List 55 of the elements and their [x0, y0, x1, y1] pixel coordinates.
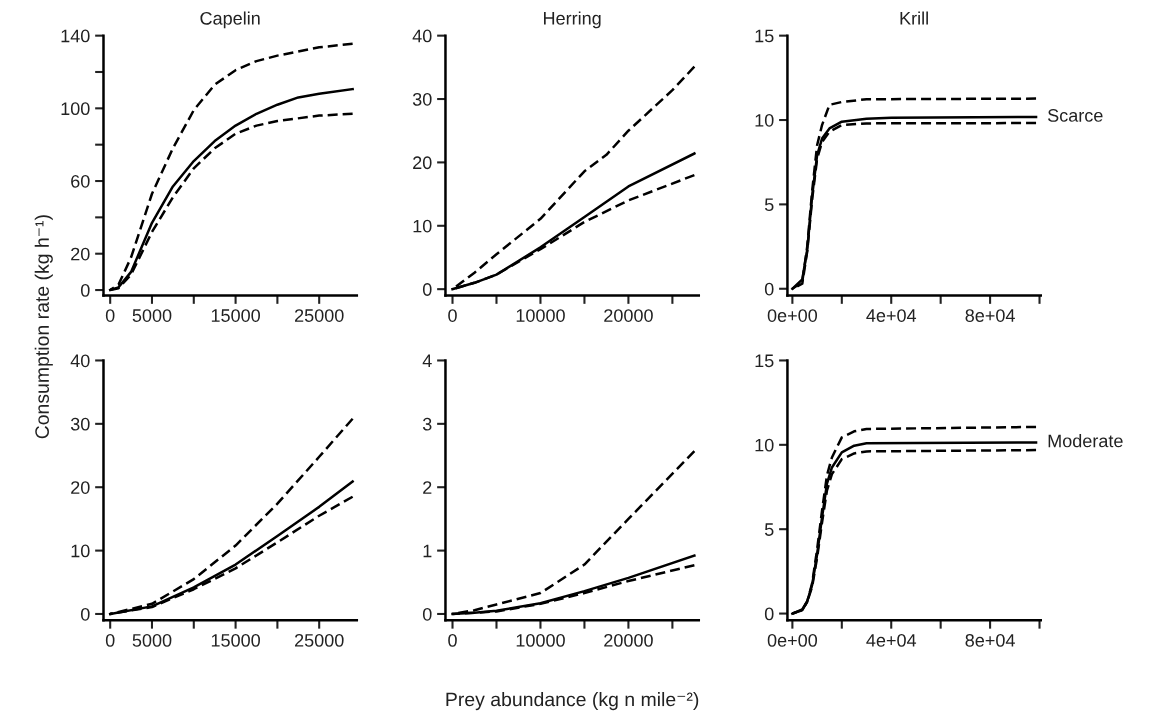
x-tick-label: 5000: [132, 309, 172, 322]
x-axis-title: Prey abundance (kg n mile⁻²): [446, 692, 699, 711]
y-tick-label: 40: [70, 354, 90, 368]
x-tick-label: 4e+04: [866, 309, 917, 322]
y-tick-label: 0: [80, 607, 90, 621]
x-tick-label: 8e+04: [965, 633, 1015, 647]
x-tick-label: 20000: [604, 309, 653, 322]
x-tick-label: 10000: [516, 309, 565, 322]
y-tick-label: 5: [764, 523, 774, 536]
x-tick-label: 0e+00: [767, 633, 818, 647]
annotation: Scarce: [1047, 109, 1103, 122]
y-tick-label: 4: [422, 354, 432, 367]
x-tick-label: 5000: [132, 633, 172, 647]
chart-title: Herring: [544, 11, 601, 29]
y-tick-label: 140: [61, 29, 90, 43]
x-tick-label: 0: [105, 309, 115, 322]
x-tick-label: 25000: [295, 309, 344, 322]
y-tick-label: 40: [412, 29, 432, 43]
x-tick-label: 0: [105, 633, 115, 647]
y-tick-label: 5: [764, 198, 774, 212]
y-tick-label: 30: [412, 92, 432, 106]
chart-title: Krill: [900, 11, 928, 25]
annotation: Moderate: [1048, 434, 1123, 448]
y-tick-label: 10: [413, 219, 432, 233]
y-tick-label: 15: [755, 29, 774, 43]
x-tick-label: 25000: [295, 633, 344, 647]
y-tick-label: 30: [70, 417, 90, 431]
y-tick-label: 1: [423, 544, 432, 558]
y-tick-label: 20: [71, 481, 90, 494]
y-tick-label: 0: [764, 607, 774, 621]
y-tick-label: 10: [755, 113, 774, 127]
y-tick-label: 20: [71, 247, 90, 261]
y-tick-label: 2: [423, 481, 432, 494]
x-tick-label: 0: [448, 633, 457, 647]
y-tick-label: 60: [71, 174, 90, 188]
y-tick-label: 3: [422, 417, 432, 431]
y-axis-title: Consumption rate (kg h⁻¹): [34, 215, 53, 439]
y-tick-label: 0: [764, 282, 774, 296]
x-tick-label: 10000: [516, 633, 565, 647]
x-tick-label: 20000: [604, 633, 653, 647]
y-tick-label: 0: [80, 283, 90, 297]
x-tick-label: 4e+04: [866, 633, 917, 647]
x-tick-label: 15000: [211, 309, 260, 322]
x-tick-label: 8e+04: [965, 309, 1015, 322]
x-tick-label: 15000: [211, 633, 260, 647]
x-tick-label: 0: [448, 309, 457, 322]
y-tick-label: 0: [422, 607, 432, 621]
y-tick-label: 10: [71, 544, 90, 558]
x-tick-label: 0e+00: [767, 309, 818, 322]
y-tick-label: 20: [413, 156, 432, 170]
y-tick-label: 0: [422, 283, 432, 296]
y-tick-label: 10: [755, 438, 774, 452]
y-tick-label: 100: [61, 102, 90, 116]
y-tick-label: 15: [755, 354, 774, 368]
chart-title: Capelin: [200, 11, 260, 29]
